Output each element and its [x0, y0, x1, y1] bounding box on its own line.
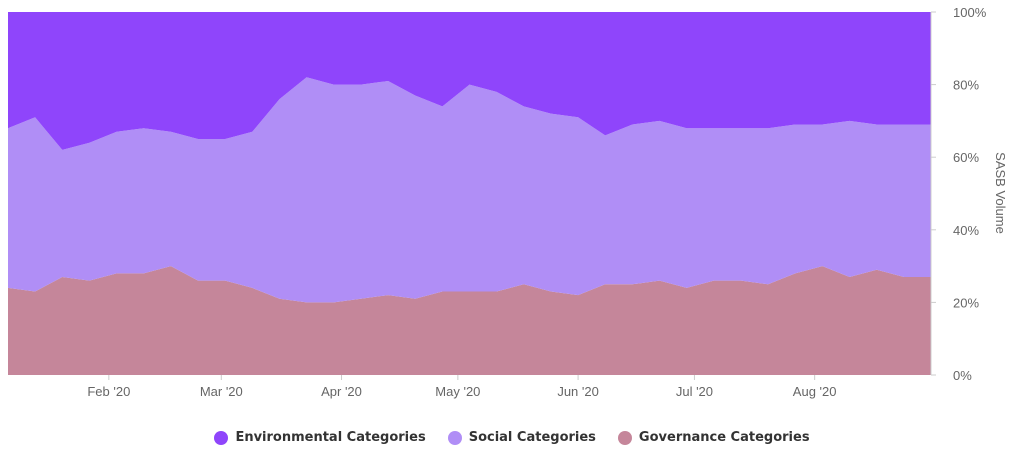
x-tick-label: Jul '20: [676, 384, 713, 399]
legend-label-social: Social Categories: [468, 430, 596, 445]
y-tick-label: 60%: [953, 150, 979, 165]
y-tick-label: 100%: [953, 5, 987, 20]
y-tick-label: 20%: [953, 295, 979, 310]
legend-item-governance[interactable]: Governance Categories: [617, 430, 810, 445]
x-tick-label: Apr '20: [321, 384, 362, 399]
y-axis-ticks: 0% 20% 40% 60% 80% 100%: [931, 5, 987, 383]
legend: Environmental Categories Social Categori…: [0, 430, 1024, 445]
legend-marker-governance: [617, 430, 632, 445]
x-tick-label: Jun '20: [557, 384, 599, 399]
legend-label-environmental: Environmental Categories: [235, 430, 426, 445]
y-tick-label: 40%: [953, 223, 979, 238]
x-axis-ticks: Feb '20 Mar '20 Apr '20 May '20 Jun '20 Jul '…: [87, 375, 836, 399]
legend-marker-social: [447, 430, 462, 445]
x-tick-label: Mar '20: [200, 384, 243, 399]
x-tick-label: Aug '20: [793, 384, 837, 399]
x-tick-label: Feb '20: [87, 384, 130, 399]
x-tick-label: May '20: [435, 384, 480, 399]
legend-item-social[interactable]: Social Categories: [447, 430, 596, 445]
legend-marker-environmental: [214, 430, 229, 445]
y-tick-label: 0%: [953, 368, 972, 383]
area-environmental[interactable]: [8, 12, 931, 150]
legend-label-governance: Governance Categories: [638, 430, 810, 445]
area-social[interactable]: [8, 77, 931, 303]
y-axis-title: SASB Volume: [993, 152, 1008, 234]
area-governance[interactable]: [8, 266, 931, 375]
area-series-group: [8, 12, 931, 375]
legend-item-environmental[interactable]: Environmental Categories: [214, 430, 426, 445]
y-tick-label: 80%: [953, 78, 979, 93]
